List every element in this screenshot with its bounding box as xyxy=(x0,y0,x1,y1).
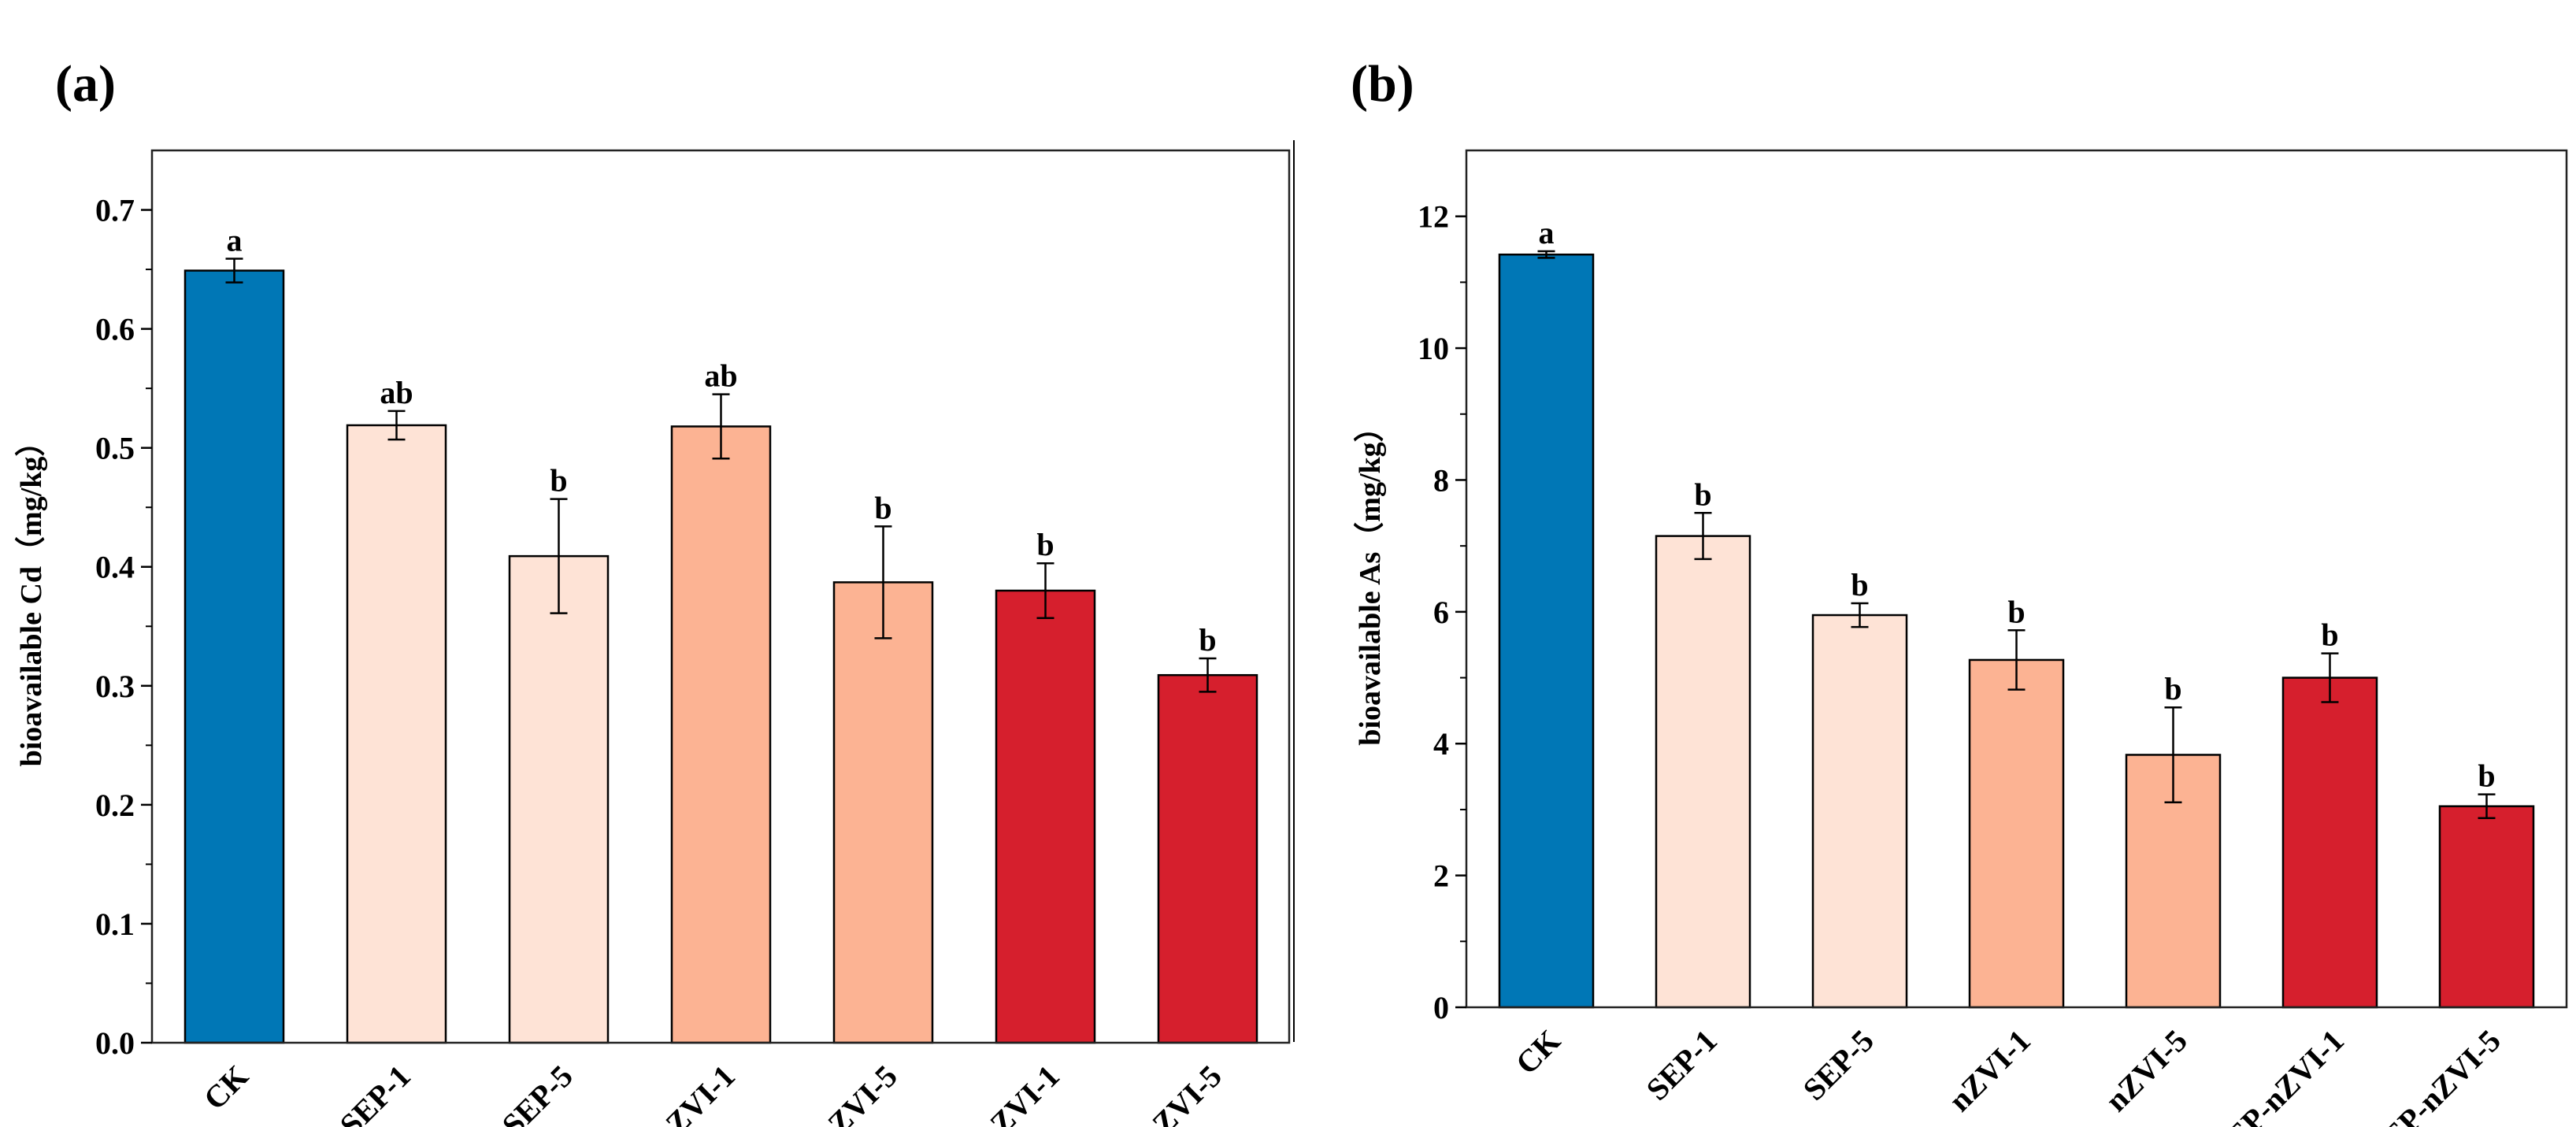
bar xyxy=(183,269,285,1044)
x-tick-label: S-nZVI-1 xyxy=(951,1058,1066,1127)
x-tick-label: SEP-nZVI-1 xyxy=(2207,1023,2351,1127)
y-tick-label: 4 xyxy=(1433,726,1449,762)
bar xyxy=(832,581,934,1044)
x-tick-label: nZVI-1 xyxy=(646,1058,741,1127)
bar xyxy=(508,554,610,1044)
y-tick-label: 0 xyxy=(1433,990,1449,1025)
y-tick-label: 0.2 xyxy=(95,788,135,823)
significance-label: b xyxy=(2007,594,2025,629)
y-tick-label: 0.1 xyxy=(95,906,135,942)
bar xyxy=(670,425,772,1044)
y-tick-label: 0.5 xyxy=(95,431,135,466)
bar xyxy=(2438,805,2535,1009)
significance-label: a xyxy=(1539,215,1555,250)
y-tick-label: 0.7 xyxy=(95,193,135,228)
plot-frame xyxy=(1465,149,2568,1009)
x-tick-label: SEP-1 xyxy=(333,1058,417,1127)
significance-label: b xyxy=(550,463,567,499)
bar xyxy=(346,424,447,1044)
bar xyxy=(995,589,1096,1044)
y-axis-label: bioavailable Cd（mg/kg） xyxy=(15,427,48,767)
significance-label: b xyxy=(874,490,891,525)
y-tick-label: 0.3 xyxy=(95,669,135,704)
x-tick-label: SEP-1 xyxy=(1640,1023,1724,1107)
y-tick-label: 0.6 xyxy=(95,312,135,347)
significance-label: b xyxy=(1199,622,1216,658)
x-tick-label: nZVI-5 xyxy=(808,1058,903,1127)
x-tick-label: CK xyxy=(197,1058,255,1117)
significance-label: ab xyxy=(704,358,737,394)
significance-label: b xyxy=(1694,476,1711,512)
significance-label: b xyxy=(1851,567,1868,602)
y-tick-label: 0.0 xyxy=(95,1025,135,1061)
bar xyxy=(1157,673,1258,1044)
panel-label: (b) xyxy=(1351,55,1414,113)
bar xyxy=(1968,658,2065,1009)
significance-label: b xyxy=(2478,758,2495,794)
significance-label: b xyxy=(2164,671,2181,706)
y-tick-label: 10 xyxy=(1418,331,1449,366)
x-tick-label: S-nZVI-5 xyxy=(1113,1058,1229,1127)
x-tick-label: nZVI-1 xyxy=(1941,1023,2037,1118)
bar xyxy=(1498,253,1595,1009)
significance-label: b xyxy=(1036,527,1054,562)
x-tick-label: SEP-5 xyxy=(495,1058,580,1127)
x-tick-label: SEP-nZVI-5 xyxy=(2363,1023,2507,1127)
panel-label: (a) xyxy=(55,55,116,113)
y-tick-label: 0.4 xyxy=(95,550,135,585)
x-tick-label: SEP-5 xyxy=(1796,1023,1881,1107)
bar xyxy=(2281,677,2378,1009)
chart-panel-a: (a) a CK ab SEP-1 b SEP-5 ab nZVI-1 b nZVI-5 b S-nZV… xyxy=(15,55,1291,1127)
significance-label: ab xyxy=(380,375,413,410)
y-tick-label: 12 xyxy=(1418,199,1449,235)
significance-label: b xyxy=(2321,617,2338,653)
y-tick-label: 8 xyxy=(1433,462,1449,498)
chart-panel-b: (b) a CK b SEP-1 b SEP-5 b nZVI-1 b nZVI-5 b SEP-nZV… xyxy=(1351,55,2568,1127)
x-tick-label: CK xyxy=(1509,1023,1567,1081)
bar xyxy=(1811,614,1908,1009)
y-axis-label: bioavailable As（mg/kg） xyxy=(1354,412,1387,745)
x-tick-label: nZVI-5 xyxy=(2098,1023,2193,1118)
significance-label: a xyxy=(227,222,243,258)
y-tick-label: 6 xyxy=(1433,595,1449,630)
bar xyxy=(1655,535,1751,1009)
y-tick-label: 2 xyxy=(1433,858,1449,894)
plot-frame xyxy=(150,149,1291,1044)
